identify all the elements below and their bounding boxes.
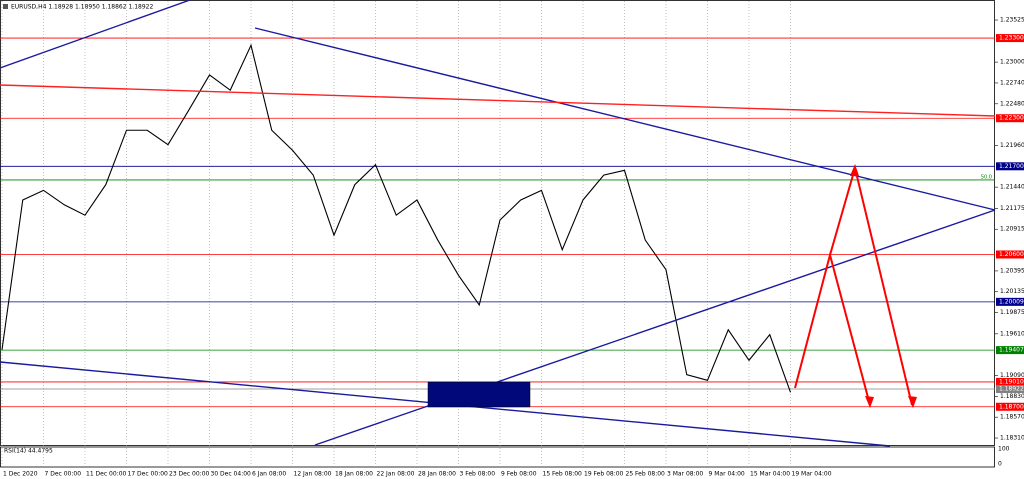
x-tick-label: 3 Feb 08:00 xyxy=(460,471,496,478)
x-tick-label: 12 Jan 08:00 xyxy=(294,471,332,478)
level-label: 1.18922 xyxy=(999,385,1024,392)
x-tick-label: 15 Feb 08:00 xyxy=(543,471,583,478)
level-tag: 50.0 xyxy=(981,174,992,180)
price-line xyxy=(1,43,792,393)
level-label-box xyxy=(996,384,1024,393)
x-tick-label: 6 Jan 08:00 xyxy=(252,471,286,478)
x-tick-label: 7 Dec 00:00 xyxy=(45,471,82,478)
x-tick-label: 19 Feb 08:00 xyxy=(584,471,624,478)
level-label: 1.21700 xyxy=(999,163,1024,170)
y-tick-label: 1.18830 xyxy=(1000,393,1024,400)
y-tick-label: 1.20395 xyxy=(1000,267,1024,274)
y-tick-label: 1.20135 xyxy=(1000,288,1024,295)
level-label-box xyxy=(996,402,1024,411)
x-tick-label: 9 Mar 04:00 xyxy=(709,471,745,478)
x-tick-label: 9 Feb 08:00 xyxy=(501,471,537,478)
level-label-box xyxy=(996,114,1024,123)
x-tick-label: 23 Dec 00:00 xyxy=(169,471,210,478)
level-label-box xyxy=(996,297,1024,306)
indicator-label: RSI(14) 44.4795 xyxy=(4,448,53,455)
x-tick-label: 1 Dec 2020 xyxy=(3,471,38,478)
chart-title: EURUSD,H4 1.18928 1.18950 1.18862 1.1892… xyxy=(11,4,153,11)
arrow-head xyxy=(908,396,917,408)
y-tick-label: 1.19875 xyxy=(1000,309,1024,316)
x-tick-label: 30 Dec 04:00 xyxy=(211,471,252,478)
y-tick-label: 1.22480 xyxy=(1000,100,1024,107)
y-tick-label: 1.18570 xyxy=(1000,414,1024,421)
y-tick-label: 1.23525 xyxy=(1000,17,1024,24)
y-tick-label: 1.21960 xyxy=(1000,142,1024,149)
x-tick-label: 11 Dec 00:00 xyxy=(86,471,127,478)
arrow-head xyxy=(865,396,874,408)
y-tick-label: 1.21175 xyxy=(1000,205,1024,212)
x-tick-label: 18 Jan 08:00 xyxy=(335,471,373,478)
menu-icon[interactable] xyxy=(3,4,8,9)
x-tick-label: 28 Jan 08:00 xyxy=(418,471,456,478)
level-label-box xyxy=(996,250,1024,259)
zone-box xyxy=(427,381,531,408)
y-tick-label: 1.22740 xyxy=(1000,79,1024,86)
y-tick-label: 1.19090 xyxy=(1000,372,1024,379)
level-label: 1.20009 xyxy=(999,298,1024,305)
x-tick-label: 22 Jan 08:00 xyxy=(377,471,415,478)
trendline xyxy=(254,27,996,211)
y-tick-label: 1.20915 xyxy=(1000,226,1024,233)
y-tick-label: 1.23000 xyxy=(1000,59,1024,66)
x-tick-label: 17 Dec 00:00 xyxy=(128,471,169,478)
trendline xyxy=(0,0,191,69)
x-tick-label: 19 Mar 04:00 xyxy=(792,471,832,478)
level-label: 1.19407 xyxy=(999,347,1024,354)
level-label: 1.22300 xyxy=(999,115,1024,122)
level-label-box xyxy=(996,346,1024,355)
level-label: 1.18700 xyxy=(999,403,1024,410)
arrow-head xyxy=(850,164,859,176)
y-tick-label: 1.21440 xyxy=(1000,184,1024,191)
x-tick-label: 15 Mar 04:00 xyxy=(750,471,790,478)
level-label-box xyxy=(996,377,1024,386)
indicator-scale: 0 xyxy=(998,461,1002,468)
level-label: 1.19010 xyxy=(999,378,1024,385)
level-label: 1.20600 xyxy=(999,251,1024,258)
y-tick-label: 1.18310 xyxy=(1000,435,1024,442)
indicator-frame xyxy=(0,446,995,468)
indicator-scale: 100 xyxy=(998,446,1010,453)
y-tick-label: 1.19610 xyxy=(1000,330,1024,337)
trendline xyxy=(0,84,996,117)
drawings xyxy=(0,0,996,447)
level-label-box xyxy=(996,162,1024,171)
level-label: 1.23300 xyxy=(999,35,1024,42)
x-tick-label: 3 Mar 08:00 xyxy=(667,471,703,478)
x-tick-label: 25 Feb 08:00 xyxy=(626,471,666,478)
plot-frame xyxy=(0,0,995,446)
level-label-box xyxy=(996,34,1024,43)
